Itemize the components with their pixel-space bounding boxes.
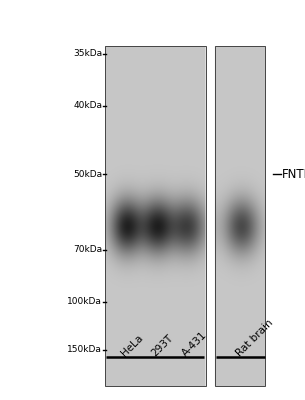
Text: Rat brain: Rat brain bbox=[234, 318, 274, 359]
Text: 40kDa: 40kDa bbox=[73, 102, 102, 110]
Text: 70kDa: 70kDa bbox=[73, 246, 102, 254]
Text: 50kDa: 50kDa bbox=[73, 170, 102, 178]
Text: 35kDa: 35kDa bbox=[73, 50, 102, 58]
Text: FNTB: FNTB bbox=[282, 168, 305, 180]
Text: A-431: A-431 bbox=[181, 330, 209, 359]
Text: 150kDa: 150kDa bbox=[67, 346, 102, 354]
Bar bbox=[105, 46, 206, 386]
Bar bbox=[215, 46, 265, 386]
Text: 100kDa: 100kDa bbox=[67, 298, 102, 306]
Text: HeLa: HeLa bbox=[120, 333, 145, 359]
Text: 293T: 293T bbox=[150, 333, 176, 359]
